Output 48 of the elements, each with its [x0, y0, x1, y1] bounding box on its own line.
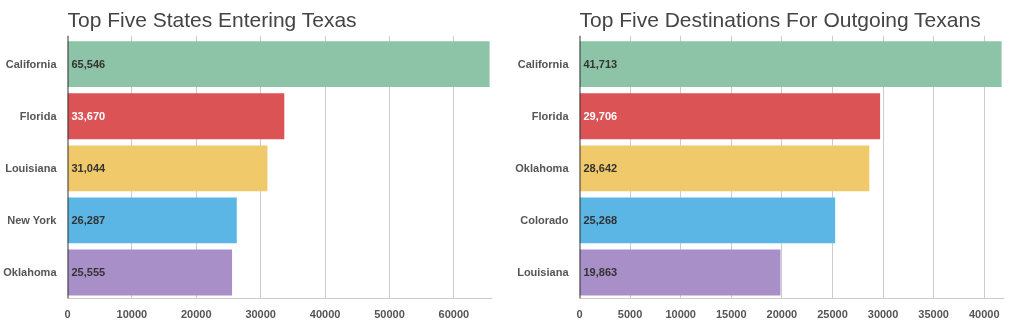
- y-tick-label: New York: [7, 214, 58, 227]
- bar: [67, 93, 285, 140]
- x-tick-label: 50000: [374, 307, 405, 320]
- y-tick-label: Oklahoma: [3, 266, 58, 279]
- x-tick-label: 40000: [968, 307, 1000, 320]
- x-tick-label: 0: [576, 307, 583, 320]
- data-label: 33,670: [71, 110, 106, 123]
- x-tick-label: 10000: [116, 307, 148, 320]
- y-tick-label: Louisiana: [517, 266, 570, 279]
- chart-title: Top Five Destinations For Outgoing Texans: [579, 7, 981, 31]
- data-label: 25,268: [583, 214, 618, 227]
- bar: [67, 41, 490, 88]
- y-tick-label: Florida: [531, 110, 570, 123]
- x-tick-label: 5000: [617, 307, 643, 320]
- bar: [67, 197, 237, 244]
- data-label: 28,642: [583, 162, 618, 175]
- data-label: 65,546: [71, 58, 106, 71]
- data-label: 25,555: [71, 266, 106, 279]
- data-label: 26,287: [71, 214, 106, 227]
- bar: [579, 93, 881, 140]
- x-tick-label: 10000: [665, 307, 696, 320]
- y-tick-label: Louisiana: [5, 162, 58, 175]
- y-tick-label: California: [5, 58, 58, 71]
- bar: [67, 249, 233, 296]
- bar: [67, 145, 268, 192]
- bar: [579, 249, 781, 296]
- y-tick-label: California: [517, 58, 570, 71]
- x-tick-label: 60000: [438, 307, 470, 320]
- x-tick-label: 20000: [180, 307, 212, 320]
- x-tick-label: 35000: [918, 307, 949, 320]
- x-tick-label: 40000: [309, 307, 341, 320]
- chart-title: Top Five States Entering Texas: [67, 7, 357, 31]
- y-tick-label: Oklahoma: [515, 162, 570, 175]
- x-tick-label: 20000: [766, 307, 798, 320]
- data-label: 19,863: [583, 266, 618, 279]
- bar: [579, 197, 836, 244]
- data-label: 31,044: [71, 162, 107, 175]
- bar: [579, 41, 1002, 88]
- x-tick-label: 30000: [245, 307, 276, 320]
- y-tick-label: Florida: [19, 110, 58, 123]
- bar: [579, 145, 870, 192]
- x-tick-label: 15000: [715, 307, 747, 320]
- x-tick-label: 0: [64, 307, 71, 320]
- data-label: 29,706: [583, 110, 618, 123]
- x-tick-label: 25000: [817, 307, 848, 320]
- data-label: 41,713: [583, 58, 618, 71]
- y-tick-label: Colorado: [520, 214, 569, 227]
- x-tick-label: 30000: [867, 307, 899, 320]
